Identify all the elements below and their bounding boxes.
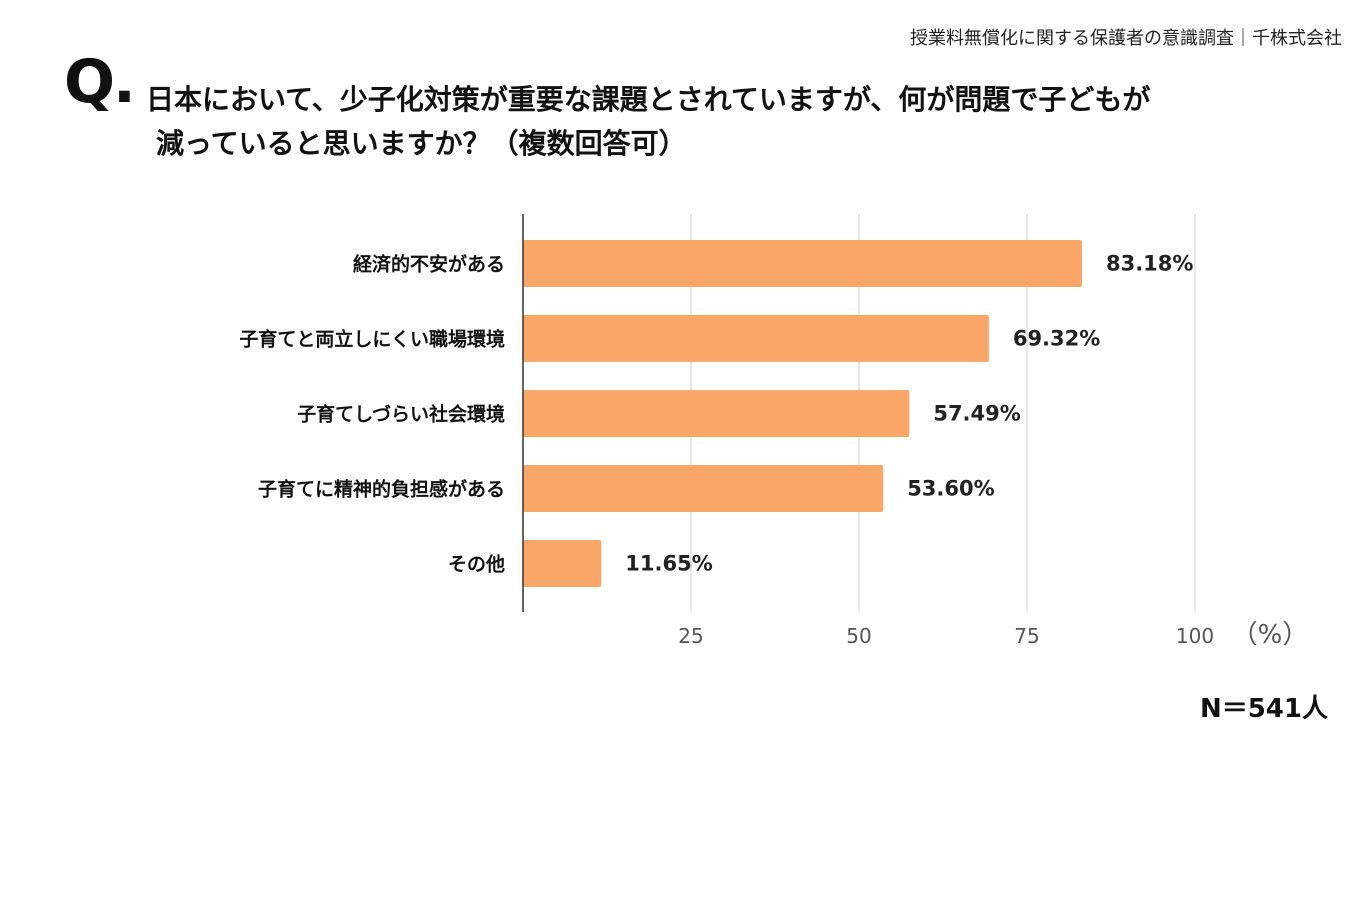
x-tick-label: 50 (846, 624, 871, 648)
category-label: 経済的不安がある (353, 253, 505, 276)
data-label: 83.18% (1106, 252, 1193, 276)
bar (523, 540, 602, 587)
sample-size-label: N＝541人 (1199, 694, 1328, 724)
data-label: 69.32% (1013, 327, 1100, 351)
survey-source: 授業料無償化に関する保護者の意識調査｜千株式会社 (910, 28, 1342, 49)
x-tick-label: 25 (678, 624, 703, 648)
data-label: 11.65% (625, 552, 712, 576)
category-label: その他 (448, 553, 505, 576)
question-mark: Q. (64, 47, 136, 117)
data-label: 53.60% (907, 477, 994, 501)
x-tick-label: 100 (1176, 624, 1214, 648)
bar (523, 390, 910, 437)
x-tick-label: 75 (1014, 624, 1039, 648)
bar (523, 315, 989, 362)
data-label: 57.49% (933, 402, 1020, 426)
question-line-1: 日本において、少子化対策が重要な課題とされていますが、何が問題で子どもが (146, 83, 1151, 116)
bar (523, 465, 884, 512)
question-text: 日本において、少子化対策が重要な課題とされていますが、何が問題で子どもが 減って… (146, 78, 1286, 166)
category-label: 子育てと両立しにくい職場環境 (239, 328, 505, 351)
category-label: 子育てしづらい社会環境 (297, 403, 505, 426)
category-label: 子育てに精神的負担感がある (258, 478, 505, 501)
bar (523, 240, 1082, 287)
question-line-2: 減っていると思いますか？（複数回答可） (156, 127, 687, 160)
x-unit-label: （%） (1232, 620, 1309, 650)
